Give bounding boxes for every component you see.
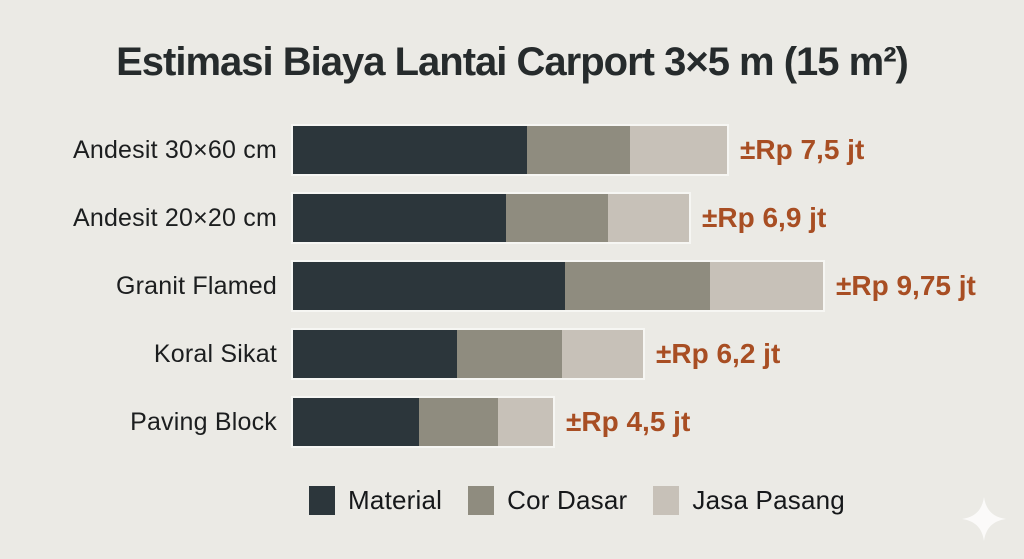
legend-item-cor-dasar: Cor Dasar bbox=[468, 485, 627, 516]
bar-segment-jasa-pasang bbox=[498, 398, 553, 446]
legend-item-jasa-pasang: Jasa Pasang bbox=[653, 485, 845, 516]
value-label: ±Rp 6,9 jt bbox=[702, 202, 827, 233]
legend-label: Jasa Pasang bbox=[692, 485, 845, 515]
bar-segment-material bbox=[293, 194, 506, 242]
category-label: Andesit 30×60 cm bbox=[72, 135, 277, 164]
chart-row: Paving Block ±Rp 4,5 jt bbox=[0, 398, 1024, 446]
stacked-bar bbox=[293, 398, 553, 446]
bar-segment-jasa-pasang bbox=[710, 262, 823, 310]
chart-row: Granit Flamed ±Rp 9,75 jt bbox=[0, 262, 1024, 310]
bar-segment-jasa-pasang bbox=[630, 126, 727, 174]
legend-item-material: Material bbox=[309, 485, 442, 516]
jasa-pasang-swatch bbox=[653, 486, 680, 515]
stacked-bar bbox=[293, 262, 823, 310]
bar-segment-material bbox=[293, 126, 527, 174]
value-label: ±Rp 9,75 jt bbox=[836, 270, 976, 301]
bar-segment-cor-dasar bbox=[457, 330, 562, 378]
bar-segment-material bbox=[293, 330, 457, 378]
value-label: ±Rp 6,2 jt bbox=[656, 338, 781, 369]
chart-row: Andesit 20×20 cm ±Rp 6,9 jt bbox=[0, 194, 1024, 242]
material-swatch bbox=[309, 486, 336, 515]
bar-segment-jasa-pasang bbox=[562, 330, 643, 378]
legend-label: Material bbox=[348, 485, 443, 515]
chart-row: Andesit 30×60 cm ±Rp 7,5 jt bbox=[0, 126, 1024, 174]
category-label: Granit Flamed bbox=[116, 271, 277, 300]
legend: Material Cor Dasar Jasa Pasang bbox=[65, 485, 1024, 516]
chart-row: Koral Sikat ±Rp 6,2 jt bbox=[0, 330, 1024, 378]
bar-segment-cor-dasar bbox=[527, 126, 630, 174]
category-label: Paving Block bbox=[130, 407, 277, 436]
category-label: Andesit 20×20 cm bbox=[72, 203, 277, 232]
bar-segment-cor-dasar bbox=[565, 262, 710, 310]
value-label: ±Rp 7,5 jt bbox=[740, 134, 865, 165]
stacked-bar bbox=[293, 126, 727, 174]
bar-segment-material bbox=[293, 262, 565, 310]
category-label: Koral Sikat bbox=[153, 339, 277, 368]
bar-segment-cor-dasar bbox=[419, 398, 498, 446]
stacked-bar-chart: Andesit 30×60 cm ±Rp 7,5 jt Andesit 20×2… bbox=[0, 126, 1024, 466]
stacked-bar bbox=[293, 330, 643, 378]
sparkle-diamond-icon bbox=[962, 497, 1006, 541]
stacked-bar bbox=[293, 194, 689, 242]
bar-segment-cor-dasar bbox=[506, 194, 608, 242]
chart-title: Estimasi Biaya Lantai Carport 3×5 m (15 … bbox=[116, 40, 909, 84]
bar-segment-material bbox=[293, 398, 419, 446]
legend-label: Cor Dasar bbox=[507, 485, 628, 515]
cor-dasar-swatch bbox=[468, 486, 495, 515]
bar-segment-jasa-pasang bbox=[608, 194, 689, 242]
value-label: ±Rp 4,5 jt bbox=[566, 406, 691, 437]
